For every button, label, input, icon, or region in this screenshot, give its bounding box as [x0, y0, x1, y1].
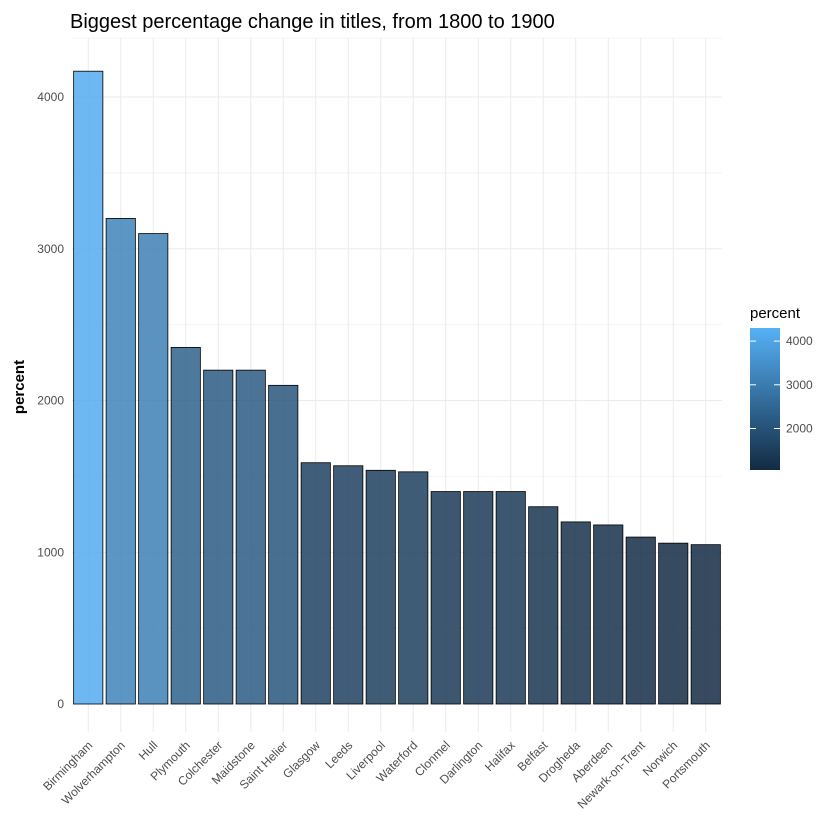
bar-newark-on-trent: [625, 536, 656, 705]
legend-colorbar: [750, 328, 780, 470]
y-tick-label: 4000: [37, 90, 64, 104]
bar-darlington: [463, 491, 494, 705]
bar-hull: [138, 233, 169, 705]
bar-maidstone: [235, 369, 266, 705]
bar-norwich: [658, 542, 689, 705]
y-axis-ticks: 0 1000 2000 3000 4000: [37, 90, 64, 711]
bar-aberdeen: [593, 524, 624, 705]
bar-birmingham: [73, 70, 104, 705]
y-tick-label: 3000: [37, 242, 64, 256]
bar-liverpool: [365, 469, 396, 705]
bar-leeds: [333, 465, 364, 705]
legend-tick-label: 4000: [786, 334, 813, 348]
bar-clonmel: [430, 491, 461, 705]
grid: [72, 37, 722, 732]
bar-glasgow: [300, 462, 331, 705]
bar-colchester: [203, 369, 234, 705]
bar-drogheda: [560, 521, 591, 705]
bar-wolverhampton: [105, 217, 136, 705]
legend-tick-label: 2000: [786, 421, 813, 435]
legend-tick-label: 3000: [786, 378, 813, 392]
y-tick-label: 2000: [37, 394, 64, 408]
legend-title: percent: [750, 305, 801, 322]
y-tick-label: 1000: [37, 545, 64, 559]
bar-halifax: [495, 491, 526, 705]
y-tick-label: 0: [57, 697, 64, 711]
bar-saint-helier: [268, 384, 299, 705]
chart-title: Biggest percentage change in titles, fro…: [70, 11, 555, 33]
y-axis-title: percent: [11, 360, 28, 414]
bar-portsmouth: [690, 544, 721, 705]
legend: percent 2000 3000 4000: [750, 305, 813, 470]
bar-belfast: [528, 506, 559, 705]
bar-plymouth: [170, 346, 201, 705]
x-tick-label: Hull: [136, 738, 161, 763]
bars: [73, 70, 721, 705]
bar-waterford: [398, 471, 429, 705]
x-tick-label: Halifax: [482, 738, 518, 774]
